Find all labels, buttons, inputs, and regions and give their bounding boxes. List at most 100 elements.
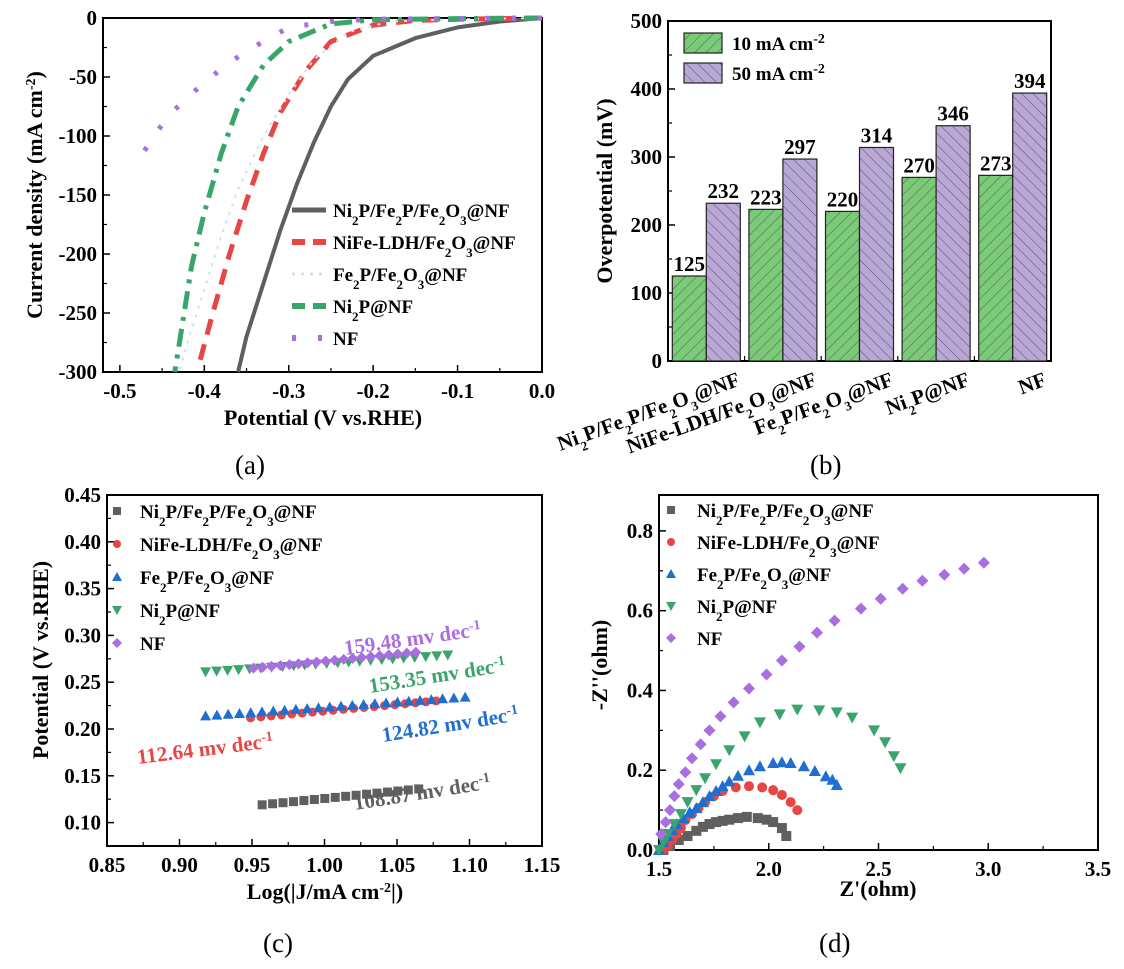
data-point-diamond xyxy=(793,640,806,653)
data-point-diamond xyxy=(293,658,305,670)
data-point-triangle-up xyxy=(312,702,324,713)
data-point-diamond xyxy=(760,668,773,681)
panel-d-nyquist-chart: 1.5 2.0 2.5 3.0 3.5 0.0 0.2 0.4 0.6 0.8 Ni2P/Fe2P/… xyxy=(587,494,1111,901)
data-point-triangle-up xyxy=(380,697,392,708)
bar-value-label: 394 xyxy=(1014,69,1046,93)
data-point-diamond xyxy=(347,652,359,664)
bar-50mA xyxy=(935,125,971,362)
y-axis-label: Overpotential (mV) xyxy=(592,98,617,283)
data-point-triangle-up xyxy=(256,706,268,717)
panel-label-a: (a) xyxy=(235,450,265,480)
data-point-diamond xyxy=(401,647,413,659)
data-point-diamond xyxy=(672,778,685,791)
data-point-diamond xyxy=(703,724,716,737)
data-point-triangle-up xyxy=(222,708,234,719)
y-tick-label: 100 xyxy=(631,281,663,305)
panel-label-d: (d) xyxy=(819,928,850,958)
data-point-triangle-down xyxy=(894,763,907,775)
bar-10mA xyxy=(748,208,784,362)
y-tick-label: -150 xyxy=(59,183,98,207)
data-point-diamond xyxy=(410,646,422,658)
legend-label: Fe2P/Fe2O3@NF xyxy=(333,265,467,292)
data-point-square xyxy=(278,798,288,808)
data-point-triangle-down xyxy=(738,731,751,743)
data-point-triangle-up xyxy=(690,802,703,814)
data-point-triangle-up xyxy=(267,705,279,716)
x-axis-label: Potential (V vs.RHE) xyxy=(224,405,422,430)
data-point-triangle-down xyxy=(442,650,454,661)
data-point-square xyxy=(717,815,728,826)
bar-50mA xyxy=(1012,92,1048,362)
data-point-triangle-up xyxy=(683,806,696,818)
data-point-triangle-down xyxy=(112,606,122,615)
tafel-slope-label: 112.64 mv dec-1 xyxy=(136,728,275,769)
data-point-triangle-up xyxy=(666,569,676,578)
data-point-triangle-up xyxy=(710,784,723,796)
bar-50mA xyxy=(858,146,895,362)
data-point-triangle-down xyxy=(753,717,766,729)
data-point-diamond xyxy=(727,696,740,709)
y-tick-label: -100 xyxy=(59,124,98,148)
data-point-square xyxy=(682,831,693,842)
data-point-triangle-up xyxy=(112,572,122,581)
bar-value-label: 232 xyxy=(708,179,740,203)
data-point-triangle-up xyxy=(403,695,415,706)
x-category-label: Ni2P/Fe2P/Fe2O3@NF xyxy=(554,367,745,461)
tafel-slope-label: 108.87 mv dec-1 xyxy=(352,770,492,815)
bar-value-label: 125 xyxy=(674,252,706,276)
data-point-triangle-down xyxy=(666,602,676,611)
legend-label: Ni2P/Fe2P/Fe2O3@NF xyxy=(697,501,874,528)
y-tick-label: 0.40 xyxy=(64,530,101,554)
data-point-triangle-up xyxy=(753,760,766,772)
data-point-triangle-up xyxy=(425,694,437,705)
data-point-square xyxy=(776,823,787,834)
data-point-diamond xyxy=(365,651,377,663)
data-point-triangle-up xyxy=(324,701,336,712)
y-tick-label: 0.15 xyxy=(64,764,101,788)
data-point-triangle-down xyxy=(431,651,443,662)
data-point-square xyxy=(733,813,744,824)
data-point-diamond xyxy=(742,682,755,695)
data-point-triangle-up xyxy=(233,707,245,718)
bar-50mA xyxy=(705,202,741,362)
data-point-diamond xyxy=(265,660,277,672)
data-point-triangle-down xyxy=(200,667,212,678)
data-point-circle xyxy=(743,781,754,792)
legend-label: NiFe-LDH/Fe2O3@NF xyxy=(697,533,880,560)
bar-value-label: 223 xyxy=(750,185,782,209)
data-point-triangle-up xyxy=(703,790,716,802)
legend-label: Ni2P@NF xyxy=(333,297,413,324)
y-tick-label: 0 xyxy=(87,6,98,30)
legend-swatch xyxy=(683,32,723,54)
y-axis-label: Current density (mA cm-2) xyxy=(22,71,47,319)
data-point-triangle-up xyxy=(797,760,810,772)
bar-10mA xyxy=(978,174,1014,362)
panel-a-lsv-chart: -0.5 -0.4 -0.3 -0.2 -0.1 0.0 0 -50 -100 -150 -200 -… xyxy=(22,6,555,430)
data-point-triangle-up xyxy=(775,756,788,768)
data-point-diamond xyxy=(854,602,867,615)
data-point-triangle-down xyxy=(879,737,892,749)
bar-value-label: 346 xyxy=(937,102,969,126)
y-tick-label: 200 xyxy=(631,213,663,237)
y-axis-label: -Z''(ohm) xyxy=(587,620,612,710)
bar-10mA xyxy=(824,210,861,362)
data-point-circle xyxy=(667,538,675,546)
data-point-square xyxy=(667,506,675,514)
data-point-diamond xyxy=(659,816,672,829)
data-point-diamond xyxy=(256,661,268,673)
legend-label: Ni2P/Fe2P/Fe2O3@NF xyxy=(333,201,510,228)
legend-label: Ni2P/Fe2P/Fe2O3@NF xyxy=(140,502,317,529)
y-tick-label: -250 xyxy=(59,301,98,325)
data-point-triangle-down xyxy=(233,665,245,676)
data-point-triangle-up xyxy=(723,775,736,787)
legend-label: Ni2P@NF xyxy=(140,601,220,628)
x-tick-label: 0.90 xyxy=(161,853,198,877)
data-point-square xyxy=(351,790,361,800)
data-point-circle xyxy=(785,797,796,808)
data-point-triangle-up xyxy=(414,694,426,705)
y-tick-label: 0.20 xyxy=(64,717,101,741)
x-axis-label: Log(|J/mA cm-2|) xyxy=(247,879,403,904)
bar-50mA xyxy=(782,158,818,362)
x-tick-label: 3.0 xyxy=(975,857,1001,881)
legend-swatch xyxy=(683,62,723,84)
